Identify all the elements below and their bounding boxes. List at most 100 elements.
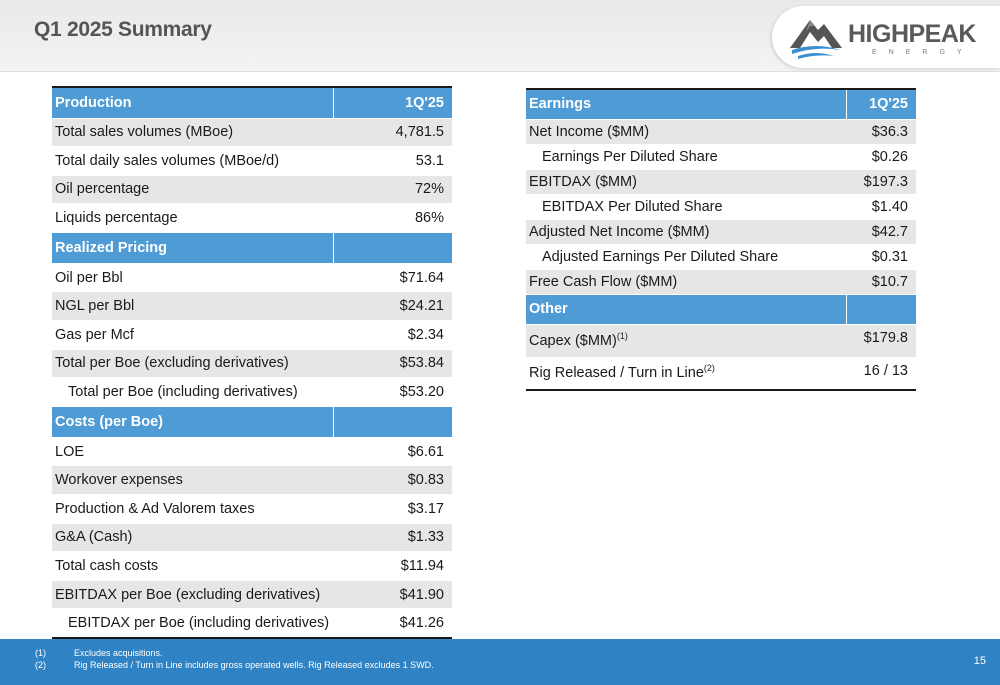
table-row: Free Cash Flow ($MM) $10.7	[526, 269, 916, 295]
row-label-text: Rig Released / Turn in Line	[529, 365, 704, 382]
section-title: Other	[526, 294, 846, 325]
row-value: $41.90	[333, 580, 452, 610]
row-label: Adjusted Earnings Per Diluted Share	[526, 244, 846, 270]
row-value: $11.94	[333, 551, 452, 581]
mountain-logo-icon	[790, 20, 842, 59]
table-row: Oil percentage 72%	[52, 175, 452, 205]
row-label: Total sales volumes (MBoe)	[52, 118, 334, 148]
section-header: Realized Pricing	[52, 232, 452, 264]
row-label: Workover expenses	[52, 465, 334, 496]
row-value: 53.1	[333, 146, 452, 176]
row-label: Liquids percentage	[52, 203, 334, 233]
row-label: Production & Ad Valorem taxes	[52, 494, 334, 524]
row-label-text: Earnings Per Diluted Share	[542, 148, 718, 165]
row-label-text: Free Cash Flow ($MM)	[529, 273, 678, 290]
row-label: EBITDAX per Boe (including derivatives)	[52, 608, 334, 639]
row-label-text: NGL per Bbl	[55, 298, 135, 315]
footnote-text: Rig Released / Turn in Line includes gro…	[74, 660, 434, 670]
row-label: EBITDAX ($MM)	[526, 169, 846, 195]
earnings-table: Earnings 1Q'25 Net Income ($MM) $36.3 Earnin…	[526, 88, 916, 391]
row-label: Total per Boe (excluding derivatives)	[52, 349, 334, 379]
row-label-text: Total daily sales volumes (MBoe/d)	[55, 152, 280, 169]
row-label-text: Capex ($MM)	[529, 332, 617, 349]
company-logo: HIGHPEAK ENERGY	[772, 6, 1000, 68]
row-label-text: Total per Boe (excluding derivatives)	[55, 355, 289, 372]
row-label: Earnings Per Diluted Share	[526, 144, 846, 170]
table-row: LOE $6.61	[52, 437, 452, 467]
section-header: Costs (per Boe)	[52, 406, 452, 438]
footnote-number: (2)	[35, 660, 46, 670]
row-label-text: Total per Boe (including derivatives)	[68, 384, 298, 401]
table-row: G&A (Cash) $1.33	[52, 523, 452, 553]
row-label-text: EBITDAX per Boe (excluding derivatives)	[55, 586, 321, 603]
table-row: Rig Released / Turn in Line(2) 16 / 13	[526, 357, 916, 391]
section-title: Costs (per Boe)	[52, 406, 334, 438]
table-row: Workover expenses $0.83	[52, 465, 452, 496]
row-label: Net Income ($MM)	[526, 119, 846, 145]
row-value: $0.31	[846, 244, 916, 270]
column-header	[332, 406, 452, 438]
row-label: Total cash costs	[52, 551, 334, 581]
row-value: $0.83	[333, 465, 452, 496]
row-label-text: Net Income ($MM)	[529, 123, 650, 140]
section-title: Realized Pricing	[52, 232, 334, 264]
row-label-text: Oil percentage	[55, 181, 150, 198]
row-label-text: EBITDAX ($MM)	[529, 173, 637, 190]
page-title: Q1 2025 Summary	[34, 18, 212, 41]
row-label-text: Gas per Mcf	[55, 326, 134, 343]
row-value: $42.7	[846, 219, 916, 245]
row-value: $10.7	[846, 269, 916, 295]
row-value: $2.34	[333, 320, 452, 350]
section-title: Production	[52, 86, 334, 119]
row-value: $0.26	[846, 144, 916, 170]
row-value: $53.20	[333, 377, 452, 407]
row-label: EBITDAX per Boe (excluding derivatives)	[52, 580, 334, 610]
row-label-text: Workover expenses	[55, 472, 183, 489]
row-label-text: EBITDAX per Boe (including derivatives)	[68, 614, 330, 631]
table-row: NGL per Bbl $24.21	[52, 291, 452, 322]
row-value: $179.8	[846, 324, 916, 358]
table-row: Capex ($MM)(1) $179.8	[526, 324, 916, 358]
row-label: Rig Released / Turn in Line(2)	[526, 357, 846, 391]
row-value: $197.3	[846, 169, 916, 195]
row-value: $71.64	[333, 263, 452, 293]
table-row: EBITDAX ($MM) $197.3	[526, 169, 916, 195]
row-label-text: G&A (Cash)	[55, 529, 133, 546]
row-label-text: Oil per Bbl	[55, 269, 123, 286]
row-label: Adjusted Net Income ($MM)	[526, 219, 846, 245]
table-row: Total cash costs $11.94	[52, 551, 452, 581]
row-value: $53.84	[333, 349, 452, 379]
footnote-marker: (1)	[616, 330, 628, 341]
table-row: Oil per Bbl $71.64	[52, 263, 452, 293]
row-label: Oil per Bbl	[52, 263, 334, 293]
row-value: $3.17	[333, 494, 452, 524]
row-value: $36.3	[846, 119, 916, 145]
row-label-text: Total cash costs	[55, 558, 159, 575]
table-row: EBITDAX per Boe (excluding derivatives) $…	[52, 580, 452, 610]
table-row: Liquids percentage 86%	[52, 203, 452, 233]
row-label: Free Cash Flow ($MM)	[526, 269, 846, 295]
section-header: Production 1Q'25	[52, 86, 452, 119]
section-header: Earnings 1Q'25	[526, 88, 916, 120]
row-value: 16 / 13	[846, 357, 916, 391]
table-row: Adjusted Earnings Per Diluted Share $0.31	[526, 244, 916, 270]
row-value: $1.33	[333, 523, 452, 553]
table-row: Earnings Per Diluted Share $0.26	[526, 144, 916, 170]
footnote-text: Excludes acquisitions.	[74, 648, 163, 658]
row-label-text: Liquids percentage	[55, 210, 178, 227]
table-row: Net Income ($MM) $36.3	[526, 119, 916, 145]
row-value: $6.61	[333, 437, 452, 467]
row-value: 4,781.5	[333, 118, 452, 148]
row-label-text: Adjusted Net Income ($MM)	[529, 223, 710, 240]
row-label-text: Total sales volumes (MBoe)	[55, 124, 234, 141]
footnote-number: (1)	[35, 648, 46, 658]
row-label: G&A (Cash)	[52, 523, 334, 553]
column-header	[845, 294, 916, 325]
table-row: Total sales volumes (MBoe) 4,781.5	[52, 118, 452, 148]
table-row: EBITDAX per Boe (including derivatives) $…	[52, 608, 452, 639]
row-label: Oil percentage	[52, 175, 334, 205]
row-label: Total per Boe (including derivatives)	[52, 377, 334, 407]
row-label: Gas per Mcf	[52, 320, 334, 350]
row-value: 72%	[333, 175, 452, 205]
section-title: Earnings	[526, 88, 846, 120]
